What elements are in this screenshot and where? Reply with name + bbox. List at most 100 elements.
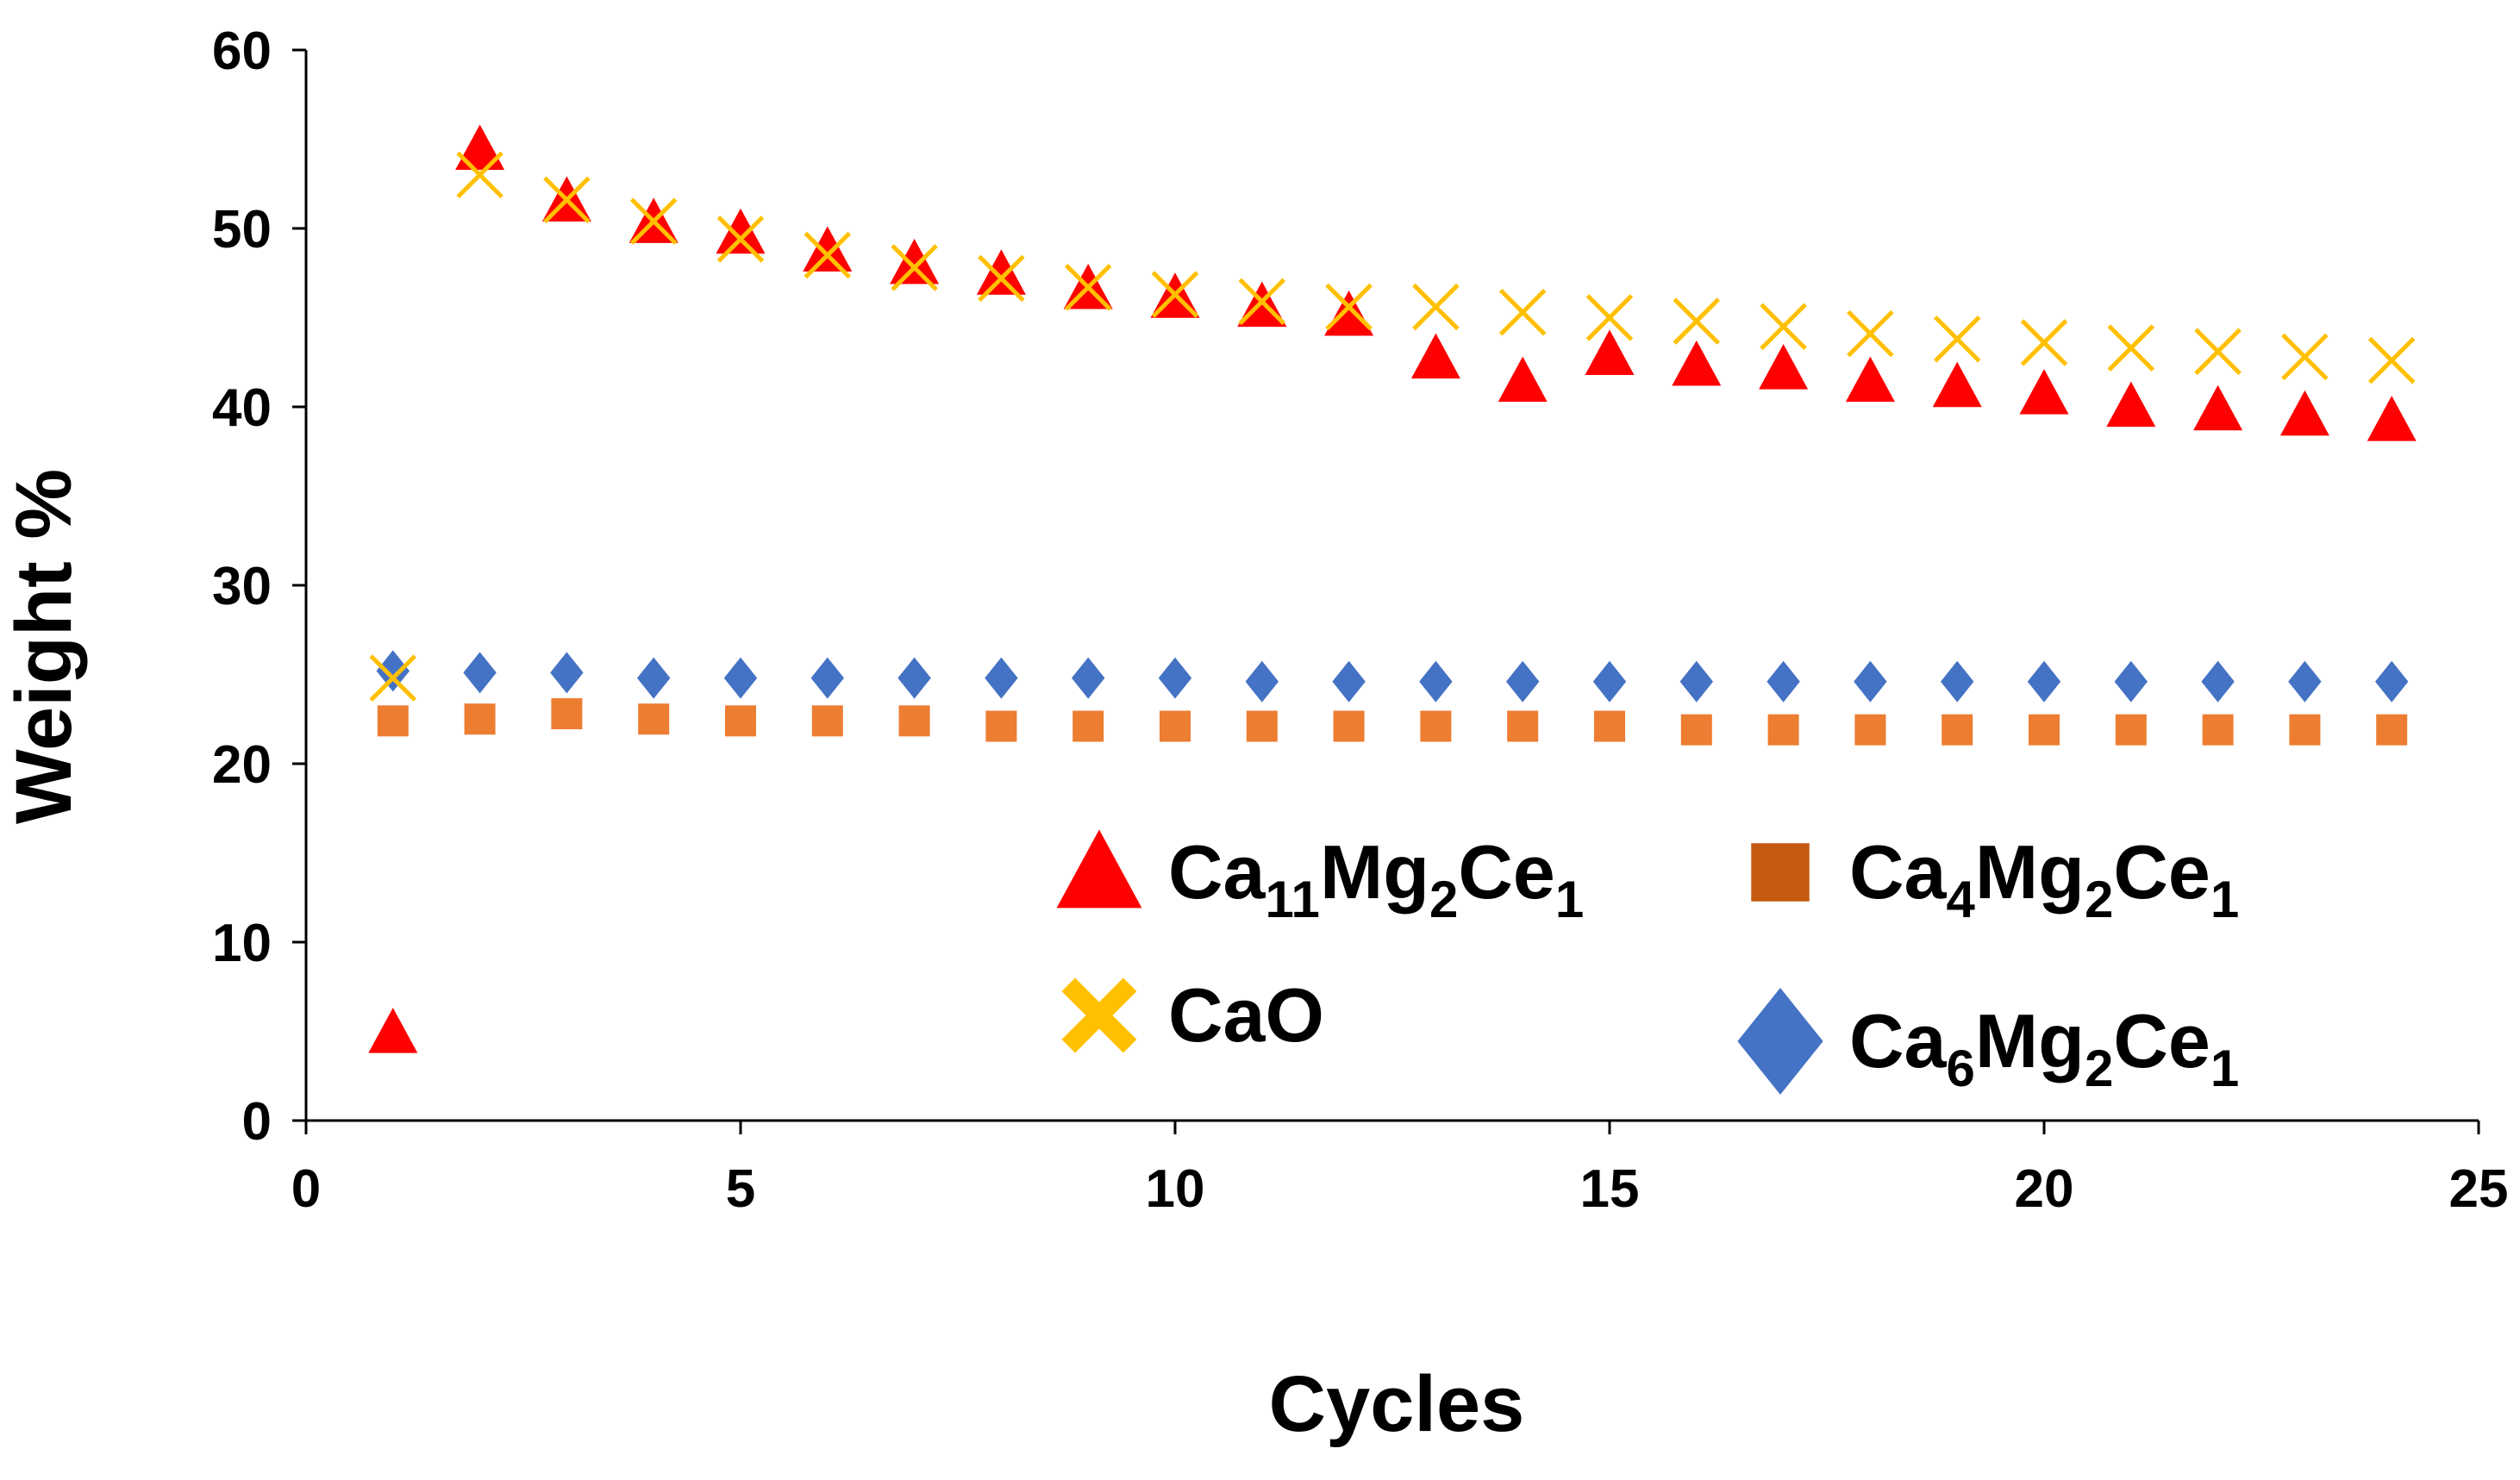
legend-triangle-icon — [1056, 829, 1142, 909]
legend-label: Ca6Mg2Ce1 — [1849, 998, 2239, 1097]
data-point — [369, 654, 417, 702]
legend-label: CaO — [1168, 972, 1324, 1058]
data-point — [1506, 660, 1540, 703]
data-point — [725, 705, 756, 737]
x-axis-title: Cycles — [1269, 1360, 1525, 1448]
data-point — [1941, 660, 1974, 703]
data-point — [1942, 714, 1973, 746]
data-point — [2376, 714, 2408, 746]
legend-subscript: 6 — [1947, 1040, 1975, 1097]
data-point — [2019, 369, 2069, 415]
data-point — [2367, 336, 2416, 384]
data-point — [2114, 660, 2148, 703]
data-point — [811, 705, 843, 737]
data-point — [2367, 396, 2417, 441]
y-tick-label: 10 — [212, 914, 272, 973]
legend-subscript: 1 — [2210, 871, 2239, 928]
data-point — [376, 650, 410, 692]
data-point — [464, 703, 496, 735]
data-point — [2202, 714, 2234, 746]
data-point — [551, 698, 583, 730]
legend-element: Ce — [2113, 998, 2210, 1083]
legend-element: Ca — [1849, 998, 1948, 1083]
data-point — [1246, 710, 1278, 742]
data-point — [1160, 710, 1191, 742]
data-point — [1585, 294, 1634, 341]
legend-element: CaO — [1168, 972, 1324, 1058]
data-point — [368, 1008, 418, 1053]
data-point — [1072, 657, 1105, 699]
data-point — [890, 238, 940, 284]
x-tick-label: 20 — [2015, 1159, 2074, 1219]
legend-element: Ca — [1849, 829, 1948, 915]
data-point — [1759, 344, 1809, 390]
legend-item-Ca6Mg2Ce1: Ca6Mg2Ce1 — [1737, 988, 2239, 1097]
data-point — [1151, 271, 1199, 318]
data-point — [455, 124, 505, 170]
data-point — [716, 208, 766, 254]
data-point — [1158, 657, 1192, 699]
legend-subscript: 2 — [1429, 871, 1458, 928]
data-point — [1245, 660, 1279, 703]
series-Ca6Mg2Ce1 — [376, 650, 2409, 703]
legend-subscript: 1 — [1555, 871, 1584, 928]
data-point — [637, 657, 671, 699]
legend-item-Ca11Mg2Ce1: Ca11Mg2Ce1 — [1056, 829, 1584, 928]
legend-item-CaO: CaO — [1061, 972, 1324, 1058]
data-point — [1767, 714, 1799, 746]
legend-subscript: 11 — [1266, 871, 1320, 928]
data-point — [1410, 333, 1460, 379]
y-tick-label: 20 — [212, 735, 272, 795]
data-point — [1854, 714, 1886, 746]
data-point — [2288, 660, 2322, 703]
data-point — [1498, 356, 1548, 403]
legend-subscript: 1 — [2210, 1040, 2239, 1097]
data-point — [897, 657, 931, 699]
y-tick-label: 0 — [242, 1092, 272, 1152]
data-point — [1419, 660, 1453, 703]
data-point — [2115, 714, 2147, 746]
data-point — [985, 710, 1017, 742]
legend-element: Mg — [1975, 998, 2085, 1083]
data-point — [2027, 660, 2061, 703]
series-Ca4Mg2Ce1 — [377, 698, 2408, 746]
data-point — [1680, 714, 1712, 746]
legend-square-icon — [1751, 843, 1810, 902]
legend-element: Ce — [1458, 829, 1555, 915]
data-point — [2193, 384, 2243, 431]
y-tick-label: 50 — [212, 200, 272, 259]
data-point — [1594, 710, 1625, 742]
legend-subscript: 2 — [2085, 871, 2113, 928]
data-point — [1760, 303, 1807, 351]
data-point — [1592, 660, 1627, 703]
data-point — [2281, 333, 2329, 381]
data-point — [1847, 309, 1894, 358]
legend-element: Mg — [1975, 829, 2085, 915]
data-points — [368, 124, 2417, 1053]
data-point — [2107, 324, 2155, 372]
data-point — [716, 215, 765, 263]
data-point — [978, 254, 1025, 303]
data-point — [810, 657, 844, 699]
y-tick-label: 40 — [212, 378, 272, 438]
y-tick-label: 30 — [212, 557, 272, 616]
data-point — [2289, 714, 2321, 746]
data-point — [1585, 329, 1635, 376]
legend-element: Ca — [1168, 829, 1266, 915]
data-point — [2029, 714, 2060, 746]
data-point — [629, 197, 678, 245]
data-point — [543, 176, 591, 224]
legend-subscript: 4 — [1947, 871, 1976, 928]
data-point — [985, 657, 1018, 699]
data-point — [1932, 361, 1982, 408]
data-point — [2279, 390, 2329, 436]
data-point — [1072, 710, 1104, 742]
x-tick-label: 25 — [2449, 1159, 2509, 1219]
y-axis-title: Weight % — [0, 469, 88, 824]
data-point — [638, 703, 670, 735]
data-point — [1333, 710, 1365, 742]
data-point — [976, 249, 1026, 295]
data-point — [1325, 283, 1373, 331]
